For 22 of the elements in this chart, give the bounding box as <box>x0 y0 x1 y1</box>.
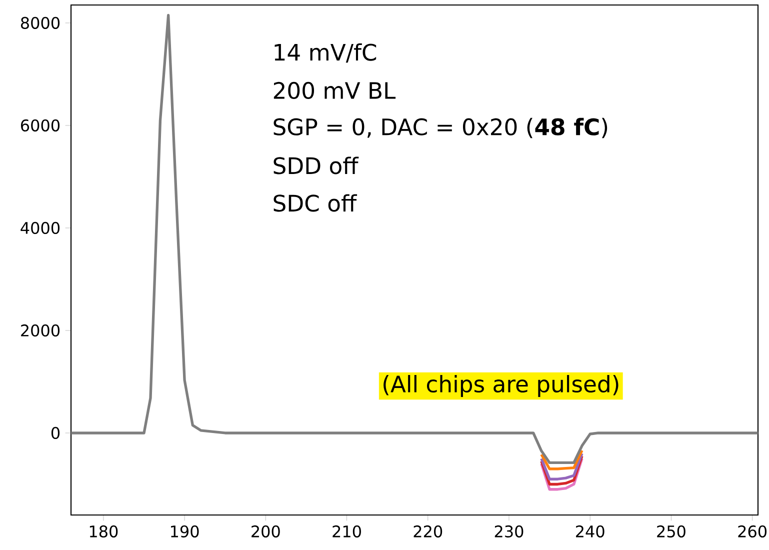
y-tick-label: 0 <box>51 426 60 440</box>
y-tick-label: 4000 <box>20 222 60 234</box>
annotation: 200 mV BL <box>274 82 396 100</box>
annotation: SGP = 0, DAC = 0x20 (48 fC) <box>274 118 608 138</box>
x-tick-label: 230 <box>494 525 524 538</box>
annotation: SDD off <box>274 156 359 174</box>
x-tick-label: 250 <box>657 525 686 538</box>
x-tick-label: 200 <box>252 525 280 538</box>
x-tick-label: 210 <box>332 525 361 538</box>
x-tick-label: 240 <box>576 525 604 538</box>
line-series <box>540 452 584 480</box>
annotation: SDC off <box>274 194 358 212</box>
y-tick-label: 8000 <box>20 16 60 29</box>
x-tick-label: 220 <box>414 525 442 538</box>
line-series <box>540 449 584 470</box>
y-tick-label: 6000 <box>20 119 60 132</box>
x-tick-label: 260 <box>738 525 767 538</box>
x-tick-label: 180 <box>90 525 118 538</box>
x-tick-label: 190 <box>171 525 199 538</box>
annotation: 14 mV/fC <box>274 43 376 63</box>
annotation: (All chips are pulsed) <box>384 375 618 397</box>
y-tick-label: 2000 <box>21 324 60 337</box>
